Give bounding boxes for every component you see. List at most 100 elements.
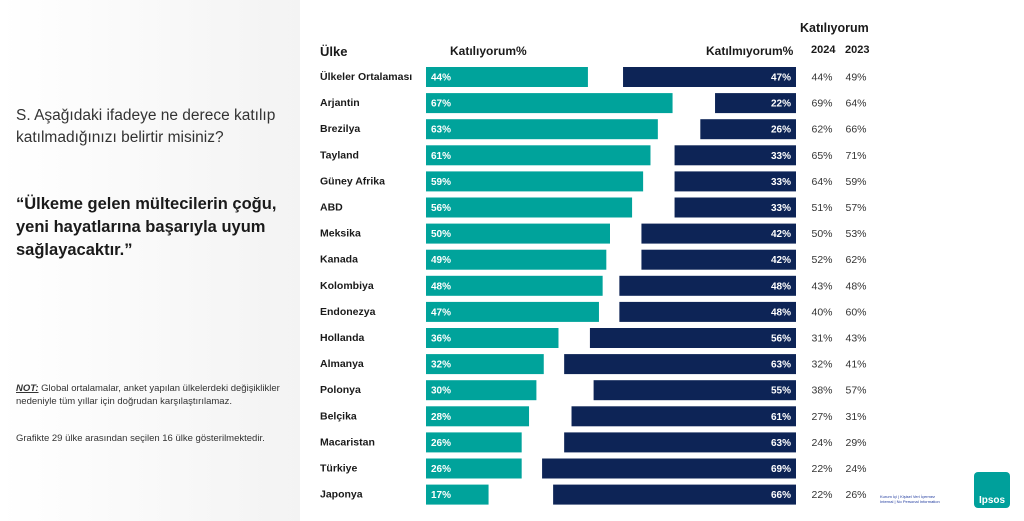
agree-value: 59% [431, 177, 451, 188]
agree-bar [426, 67, 588, 87]
agree-value: 28% [431, 412, 451, 423]
sample-note: Grafikte 29 ülke arasından seçilen 16 ül… [16, 433, 265, 444]
country-label: Arjantin [320, 97, 360, 109]
agree-bar [426, 432, 522, 453]
agree-2024-value: 50% [811, 228, 832, 240]
disagree-bar [674, 197, 796, 218]
footer-classification: Kurum İçi | Kişisel Veri İçermez Interna… [880, 494, 940, 504]
country-label: Kolombiya [320, 280, 374, 292]
survey-question: S. Aşağıdaki ifadeye ne derece katılıp k… [16, 107, 276, 146]
agree-value: 44% [431, 73, 451, 84]
agree-bar [426, 406, 530, 427]
agree-2023-value: 41% [845, 359, 866, 371]
disagree-value: 47% [771, 73, 791, 84]
agree-2023-value: 57% [845, 202, 866, 214]
header-agree: Katılıyorum% [450, 44, 527, 58]
agree-value: 50% [431, 229, 451, 240]
disagree-bar [619, 275, 796, 296]
disagree-bar [619, 301, 796, 322]
disagree-bar [564, 432, 796, 453]
agree-2024-value: 38% [811, 385, 832, 397]
country-label: Brezilya [320, 123, 360, 135]
agree-2023-value: 62% [845, 254, 866, 266]
logo-text: Ipsos [978, 495, 1006, 506]
agree-2024-value: 52% [811, 254, 832, 266]
disagree-value: 26% [771, 125, 791, 136]
header-year-2023: 2023 [845, 44, 870, 56]
agree-2024-value: 51% [811, 202, 832, 214]
disagree-bar [593, 380, 796, 401]
agree-2023-value: 64% [845, 98, 866, 110]
agree-2024-value: 22% [811, 489, 832, 501]
agree-2024-value: 27% [811, 411, 832, 423]
agree-2023-value: 57% [845, 385, 866, 397]
agree-2024-value: 32% [811, 359, 832, 371]
country-label: Macaristan [320, 436, 375, 448]
country-label: Tayland [320, 149, 359, 161]
country-label: Japonya [320, 489, 363, 501]
agree-2023-value: 71% [845, 150, 866, 162]
disagree-value: 61% [771, 412, 791, 423]
agree-2024-value: 24% [811, 437, 832, 449]
disagree-value: 69% [771, 464, 791, 475]
agree-2023-value: 48% [845, 280, 866, 292]
agree-value: 26% [431, 464, 451, 475]
agree-2024-value: 31% [811, 333, 832, 345]
agree-value: 17% [431, 490, 451, 501]
agree-bar [426, 328, 559, 348]
disagree-value: 55% [771, 386, 791, 397]
agree-bar [426, 301, 599, 322]
agree-value: 48% [431, 281, 451, 292]
disagree-value: 63% [771, 438, 791, 449]
country-label: Meksika [320, 228, 361, 240]
agree-value: 47% [431, 307, 451, 318]
agree-value: 36% [431, 334, 451, 345]
agree-2023-value: 43% [845, 333, 866, 345]
left-panel: S. Aşağıdaki ifadeye ne derece katılıp k… [0, 0, 300, 521]
disagree-bar [700, 119, 796, 140]
agree-2023-value: 60% [845, 306, 866, 318]
disagree-bar [589, 328, 796, 348]
agree-bar [426, 197, 633, 218]
header-year-2024: 2024 [811, 44, 836, 56]
agree-bar [426, 171, 644, 192]
agree-value: 26% [431, 438, 451, 449]
disagree-value: 63% [771, 360, 791, 371]
agree-2024-value: 65% [811, 150, 832, 162]
agree-bar [426, 145, 651, 166]
agree-bar [426, 249, 607, 270]
country-label: Hollanda [320, 332, 364, 344]
disagree-value: 33% [771, 177, 791, 188]
country-label: Belçika [320, 410, 357, 422]
agree-2023-value: 49% [845, 72, 866, 84]
agree-2023-value: 26% [845, 489, 866, 501]
agree-2024-value: 43% [811, 280, 832, 292]
agree-value: 63% [431, 125, 451, 136]
agree-2023-value: 31% [845, 411, 866, 423]
agree-2023-value: 59% [845, 176, 866, 188]
ipsos-logo: Ipsos [974, 472, 1010, 508]
agree-bar [426, 223, 610, 244]
country-label: Türkiye [320, 463, 358, 475]
agree-value: 32% [431, 360, 451, 371]
disagree-value: 42% [771, 229, 791, 240]
header-country: Ülke [320, 44, 348, 59]
agree-bar [426, 380, 537, 401]
header-agree-group: Katılıyorum [800, 21, 869, 35]
disagree-value: 48% [771, 281, 791, 292]
agree-2023-value: 53% [845, 228, 866, 240]
agree-2024-value: 69% [811, 98, 832, 110]
agree-bar [426, 93, 673, 114]
footer-line-1: Kurum İçi | Kişisel Veri İçermez [880, 494, 936, 499]
country-label: Ülkeler Ortalaması [320, 70, 412, 83]
country-label: ABD [320, 202, 343, 214]
country-label: Endonezya [320, 306, 376, 318]
disagree-bar [674, 171, 796, 192]
agree-value: 30% [431, 386, 451, 397]
footnote-label: NOT: [16, 383, 39, 394]
agree-value: 67% [431, 99, 451, 110]
country-label: Almanya [320, 358, 364, 370]
footer-line-2: Internal | No Personal Information [880, 499, 940, 504]
agree-2023-value: 24% [845, 463, 866, 475]
